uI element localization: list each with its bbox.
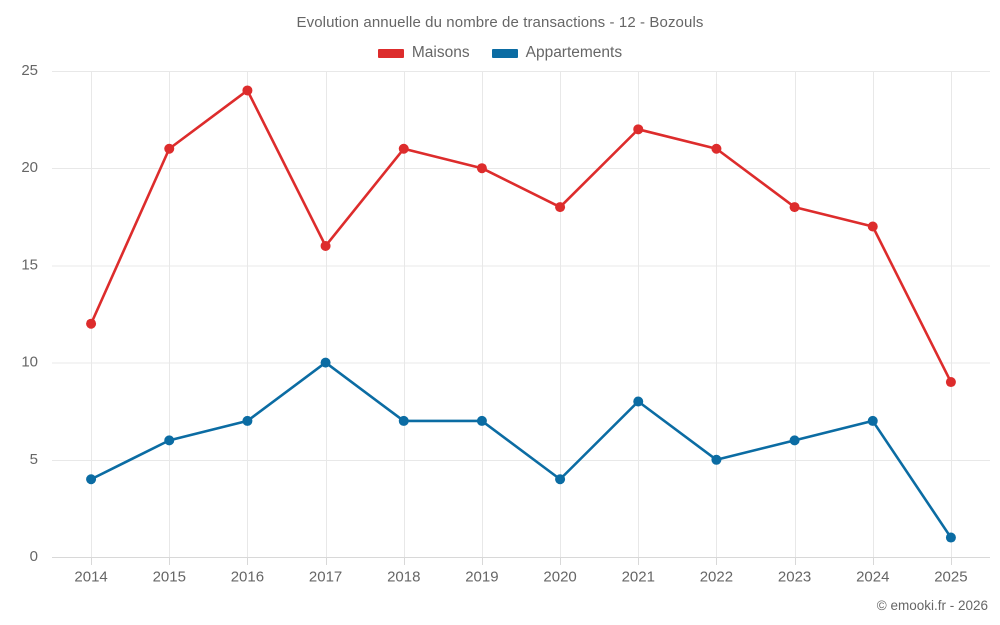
- data-point-maisons-2015[interactable]: [164, 143, 175, 154]
- data-point-maisons-2019[interactable]: [476, 163, 487, 174]
- data-point-appartements-2017[interactable]: [320, 357, 331, 368]
- chart-legend: Maisons Appartements: [0, 44, 1000, 62]
- x-axis-tick-label: 2022: [700, 568, 733, 585]
- x-axis-tick-label: 2014: [74, 568, 107, 585]
- data-point-appartements-2021[interactable]: [633, 396, 644, 407]
- x-axis-tick-label: 2019: [465, 568, 498, 585]
- data-point-appartements-2023[interactable]: [789, 435, 800, 446]
- legend-item-maisons[interactable]: Maisons: [377, 44, 470, 62]
- data-point-maisons-2020[interactable]: [555, 202, 566, 213]
- data-point-maisons-2021[interactable]: [633, 124, 644, 135]
- x-axis-tick-label: 2017: [309, 568, 342, 585]
- footer-credit: © emooki.fr - 2026: [876, 598, 988, 613]
- data-point-appartements-2025[interactable]: [945, 532, 956, 543]
- x-axis-tick-label: 2021: [622, 568, 655, 585]
- data-point-appartements-2024[interactable]: [867, 415, 878, 426]
- y-axis-tick-label: 0: [30, 548, 38, 565]
- y-axis-tick-label: 20: [21, 159, 38, 176]
- data-point-maisons-2017[interactable]: [320, 240, 331, 251]
- chart-title: Evolution annuelle du nombre de transact…: [296, 14, 704, 31]
- series-line-appartements: [89, 361, 953, 539]
- data-point-maisons-2016[interactable]: [242, 85, 253, 96]
- x-axis-tick-label: 2024: [856, 568, 889, 585]
- series-line-maisons: [89, 89, 953, 384]
- x-axis-tick-label: 2023: [778, 568, 811, 585]
- data-point-maisons-2023[interactable]: [789, 202, 800, 213]
- y-axis-tick-label: 25: [21, 62, 38, 79]
- legend-item-appartements[interactable]: Appartements: [491, 44, 623, 62]
- data-point-appartements-2014[interactable]: [86, 474, 97, 485]
- legend-swatch-maisons: [377, 48, 404, 58]
- data-point-appartements-2018[interactable]: [398, 415, 409, 426]
- data-point-maisons-2025[interactable]: [945, 377, 956, 388]
- data-point-appartements-2022[interactable]: [711, 454, 722, 465]
- legend-label-appartements: Appartements: [525, 44, 623, 61]
- data-point-maisons-2024[interactable]: [867, 221, 878, 232]
- data-point-appartements-2015[interactable]: [164, 435, 175, 446]
- data-point-appartements-2020[interactable]: [555, 474, 566, 485]
- x-axis-tick-label: 2015: [153, 568, 186, 585]
- data-point-appartements-2016[interactable]: [242, 415, 253, 426]
- x-axis-tick-label: 2025: [934, 568, 967, 585]
- data-point-appartements-2019[interactable]: [476, 415, 487, 426]
- x-axis-tick-label: 2018: [387, 568, 420, 585]
- y-axis-tick-label: 10: [21, 354, 38, 371]
- y-axis-tick-label: 5: [30, 451, 38, 468]
- data-point-maisons-2014[interactable]: [86, 318, 97, 329]
- legend-label-maisons: Maisons: [411, 44, 470, 61]
- data-point-maisons-2018[interactable]: [398, 143, 409, 154]
- data-point-maisons-2022[interactable]: [711, 143, 722, 154]
- legend-swatch-appartements: [491, 48, 518, 58]
- x-axis-tick-label: 2020: [543, 568, 576, 585]
- x-axis-tick-label: 2016: [231, 568, 264, 585]
- y-axis-tick-label: 15: [21, 256, 38, 273]
